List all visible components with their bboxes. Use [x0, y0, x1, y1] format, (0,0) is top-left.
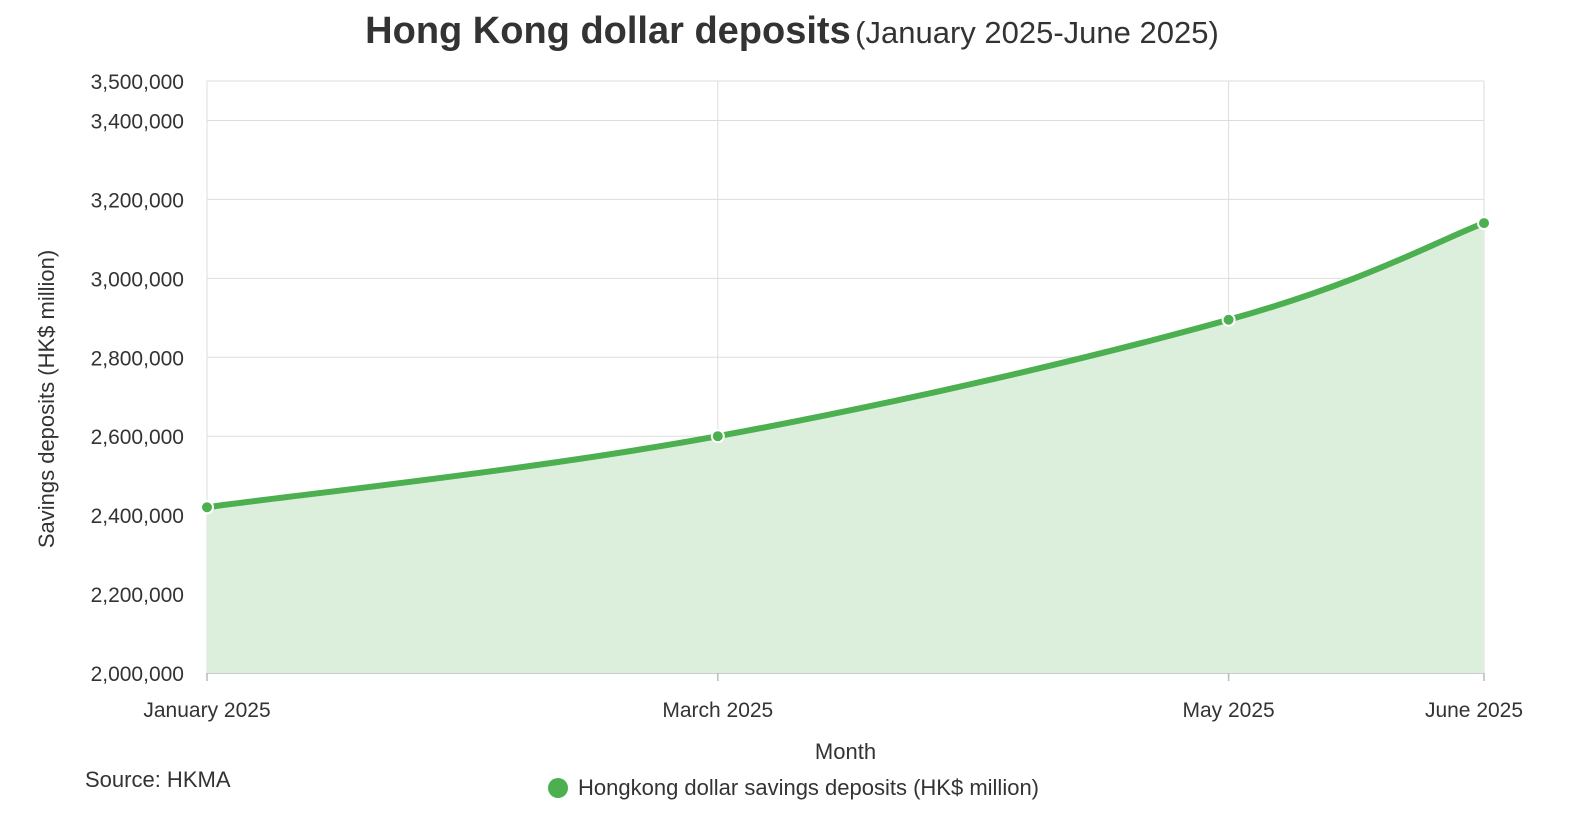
y-tick-label: 3,400,000 [91, 110, 184, 133]
data-point[interactable] [1477, 216, 1491, 231]
legend[interactable]: Hongkong dollar savings deposits (HK$ mi… [548, 775, 1039, 801]
y-axis-ticks: 2,000,000 2,200,000 2,400,000 2,600,000 2,80… [91, 71, 184, 686]
source-note: Source: HKMA [85, 767, 231, 792]
points-layer [200, 216, 1491, 515]
y-tick-label: 3,000,000 [91, 268, 184, 291]
data-point[interactable] [1221, 312, 1236, 327]
y-tick-label: 3,200,000 [91, 189, 184, 212]
y-axis-title: Savings deposits (HK$ million) [34, 250, 59, 548]
legend-label: Hongkong dollar savings deposits (HK$ mi… [578, 775, 1040, 800]
x-tick-label: June 2025 [1425, 699, 1523, 722]
data-point[interactable] [710, 429, 725, 444]
chart-title-main: Hong Kong dollar deposits [365, 10, 851, 52]
line-layer [204, 220, 1487, 511]
x-tick-label: March 2025 [662, 699, 773, 722]
y-tick-label: 2,200,000 [91, 584, 184, 607]
area-layer [207, 223, 1484, 673]
chart-title-sub: (January 2025-June 2025) [855, 15, 1219, 50]
y-tick-label: 2,800,000 [91, 347, 184, 370]
x-tick-label: May 2025 [1182, 699, 1274, 722]
x-tick-label: January 2025 [143, 699, 270, 722]
y-tick-label: 2,400,000 [91, 505, 184, 528]
chart-title: Hong Kong dollar deposits (January 2025-… [0, 10, 1584, 53]
x-axis-ticks: January 2025 March 2025 May 2025 June 2025 [143, 673, 1523, 722]
y-tick-label: 2,000,000 [91, 663, 184, 686]
data-point[interactable] [200, 500, 214, 515]
x-axis-title: Month [815, 739, 876, 764]
legend-marker [548, 778, 568, 798]
y-tick-label: 3,500,000 [91, 71, 184, 94]
series-area [207, 223, 1484, 673]
series-line [204, 220, 1487, 511]
y-tick-label: 2,600,000 [91, 426, 184, 449]
